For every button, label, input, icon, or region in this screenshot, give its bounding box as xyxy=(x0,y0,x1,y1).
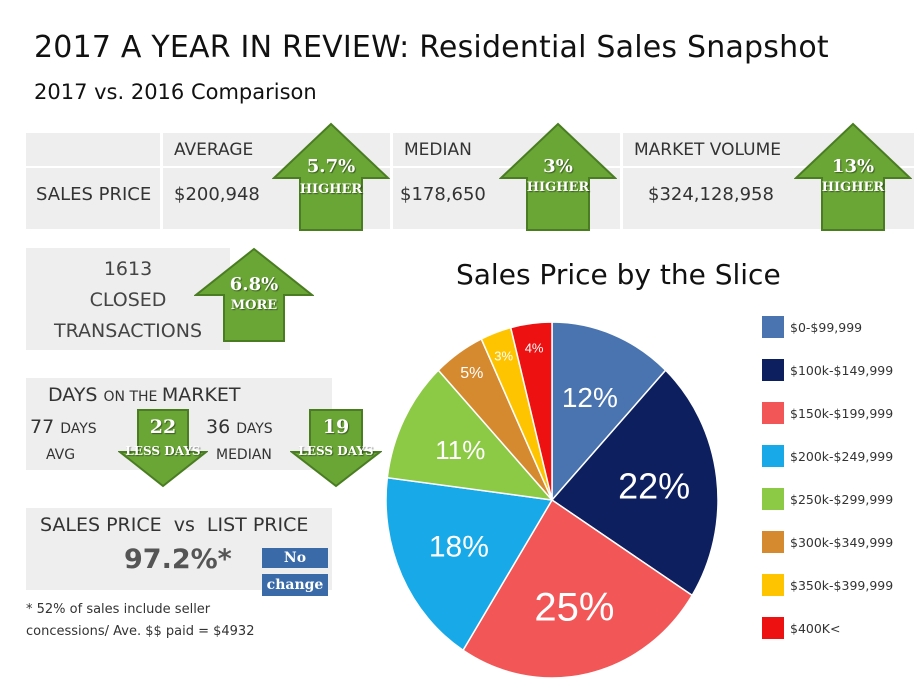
legend-swatch xyxy=(762,488,784,510)
page-subtitle: 2017 vs. 2016 Comparison xyxy=(34,80,317,104)
legend-label: $350k-$399,999 xyxy=(790,577,894,593)
median-days-change-word: LESS DAYS xyxy=(298,444,374,458)
average-change-pct: 5.7% xyxy=(306,156,356,177)
pie-slice xyxy=(462,498,694,679)
closed-change-pct: 6.8% xyxy=(229,274,279,295)
sales-table-sep-2 xyxy=(390,133,393,229)
avg-days-unit: DAYS xyxy=(60,421,97,437)
pie-slice xyxy=(551,321,667,502)
pie-slice xyxy=(386,369,554,502)
legend-item: $250k-$299,999 xyxy=(762,488,893,510)
legend-label: $0-$99,999 xyxy=(790,319,863,335)
average-header: AVERAGE xyxy=(174,140,254,160)
days-title-word: DAYS xyxy=(48,384,104,406)
closed-up-arrow-icon xyxy=(194,247,314,342)
pie-slice-label: 11% xyxy=(435,435,485,465)
legend-label: $300k-$349,999 xyxy=(790,534,894,550)
pie-slice xyxy=(385,476,554,652)
market-volume-value: $324,128,958 xyxy=(648,184,774,205)
legend-swatch xyxy=(762,402,784,424)
pie-slice-label: 25% xyxy=(534,586,614,630)
sales-table-divider xyxy=(26,166,914,168)
legend-label: $400K< xyxy=(790,620,841,636)
pie-slice-label: 22% xyxy=(618,466,690,507)
pie-slice xyxy=(509,321,553,501)
avg-days-change: 22 xyxy=(149,416,177,438)
sales-table-sep-3 xyxy=(620,133,623,229)
days-title-market: MARKET xyxy=(161,384,241,406)
median-days-number: 36 xyxy=(206,416,237,438)
pie-slice-label: 4% xyxy=(525,341,544,356)
closed-label: CLOSED xyxy=(89,289,167,311)
average-up-arrow-icon xyxy=(272,122,390,231)
legend-item: $300k-$349,999 xyxy=(762,531,893,553)
avg-days-down-arrow-icon xyxy=(118,409,208,488)
legend-item: $350k-$399,999 xyxy=(762,574,893,596)
legend-swatch xyxy=(762,359,784,381)
footnote-line1: * 52% of sales include seller xyxy=(26,602,211,617)
sales-table-sep-1 xyxy=(160,133,163,229)
median-up-arrow-icon xyxy=(499,122,617,231)
median-days-change: 19 xyxy=(322,416,350,438)
sales-price-row-label: SALES PRICE xyxy=(36,184,152,205)
list-price-label: SALES PRICE vs LIST PRICE xyxy=(40,514,309,536)
avg-days-change-word: LESS DAYS xyxy=(125,444,201,458)
median-value: $178,650 xyxy=(400,184,486,205)
legend-item: $400K< xyxy=(762,617,840,639)
legend-item: $150k-$199,999 xyxy=(762,402,893,424)
legend-label: $250k-$299,999 xyxy=(790,491,894,507)
pie-slice-label: 3% xyxy=(494,348,513,363)
median-days-unit: DAYS xyxy=(236,421,273,437)
sales-table xyxy=(26,133,914,229)
legend-swatch xyxy=(762,316,784,338)
legend-item: $200k-$249,999 xyxy=(762,445,893,467)
avg-days-value: 77 DAYS xyxy=(30,416,97,438)
legend-swatch xyxy=(762,617,784,639)
median-days-down-arrow-icon xyxy=(290,409,382,488)
transactions-label: TRANSACTIONS xyxy=(53,320,203,342)
avg-label: AVG xyxy=(46,447,76,463)
volume-change-pct: 13% xyxy=(831,156,875,177)
average-value: $200,948 xyxy=(174,184,260,205)
median-days-label: MEDIAN xyxy=(216,447,272,463)
no-change-badge-line2: change xyxy=(262,574,328,596)
pie-slice-label: 18% xyxy=(429,530,489,563)
median-change-word: HIGHER xyxy=(526,180,590,195)
closed-transactions-box xyxy=(26,248,230,350)
list-price-value: 97.2%* xyxy=(124,544,232,575)
legend-item: $100k-$149,999 xyxy=(762,359,893,381)
average-change-word: HIGHER xyxy=(299,182,363,197)
avg-days-number: 77 xyxy=(30,416,61,438)
legend-swatch xyxy=(762,531,784,553)
page-title: 2017 A YEAR IN REVIEW: Residential Sales… xyxy=(34,30,829,65)
closed-change-word: MORE xyxy=(230,298,278,313)
chart-title: Sales Price by the Slice xyxy=(456,258,781,291)
legend-label: $200k-$249,999 xyxy=(790,448,894,464)
market-volume-header: MARKET VOLUME xyxy=(634,140,781,160)
median-days-value: 36 DAYS xyxy=(206,416,273,438)
legend-label: $100k-$149,999 xyxy=(790,362,894,378)
legend-swatch xyxy=(762,445,784,467)
legend-label: $150k-$199,999 xyxy=(790,405,894,421)
pie-slice-label: 12% xyxy=(562,382,618,413)
legend-item: $0-$99,999 xyxy=(762,316,862,338)
volume-change-word: HIGHER xyxy=(821,180,885,195)
median-header: MEDIAN xyxy=(404,140,472,160)
footnote-line2: concessions/ Ave. $$ paid = $4932 xyxy=(26,624,255,639)
pie-chart: 12% 22% 25% 18% 11% 5% 3% 4% xyxy=(385,321,719,679)
no-change-badge-line1: No xyxy=(262,548,328,568)
days-title-small: ON THE xyxy=(103,389,162,405)
pie-slice xyxy=(550,369,719,597)
closed-count: 1613 xyxy=(103,258,153,280)
pie-slice-label: 5% xyxy=(460,365,483,382)
legend-swatch xyxy=(762,574,784,596)
days-title: DAYS ON THE MARKET xyxy=(48,384,241,406)
volume-up-arrow-icon xyxy=(794,122,912,231)
median-change-pct: 3% xyxy=(543,156,573,177)
